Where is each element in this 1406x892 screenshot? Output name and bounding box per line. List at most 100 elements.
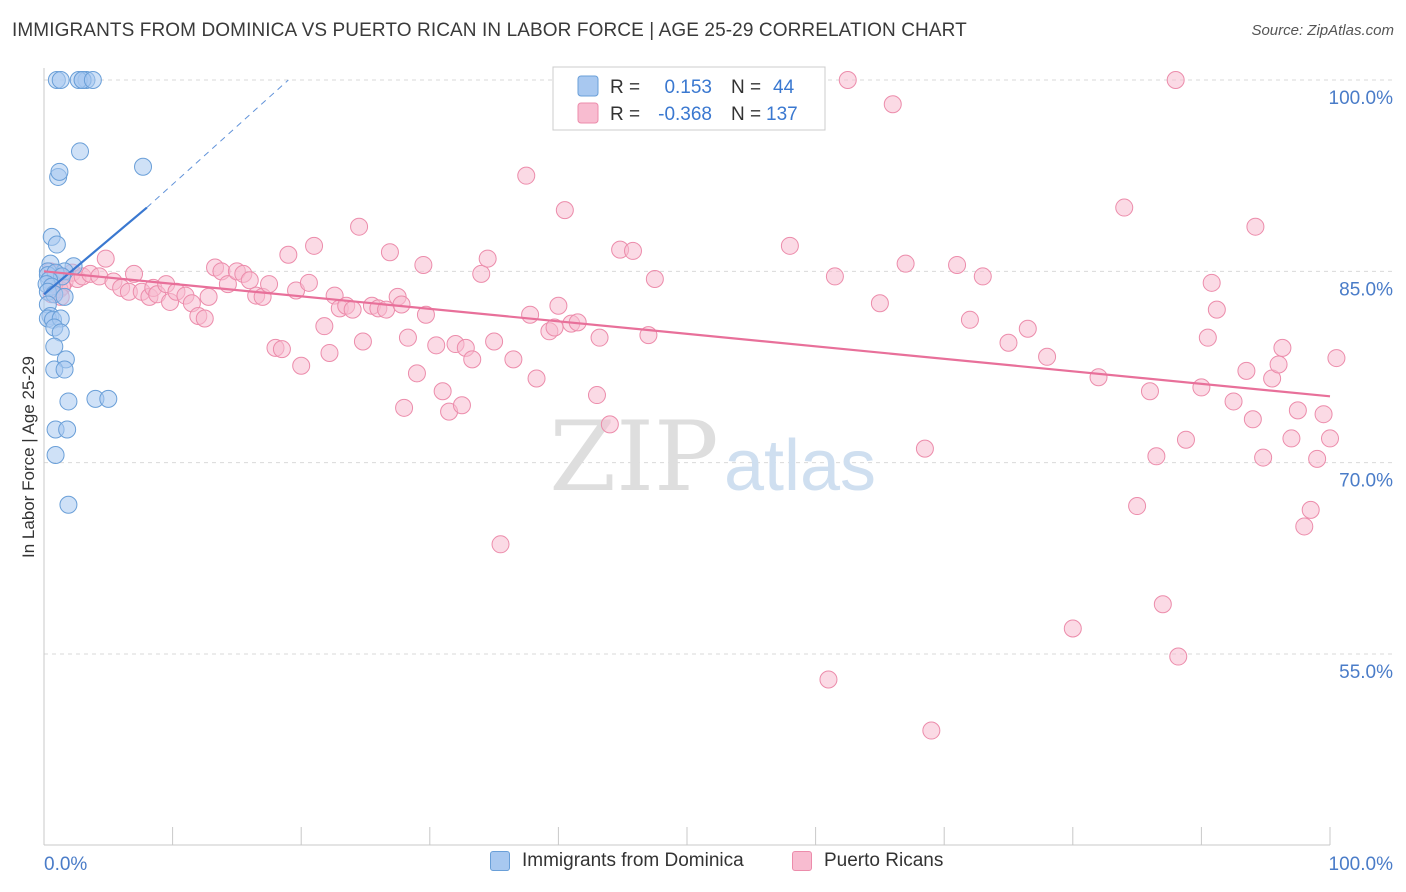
legend-r-value-blue: 0.153 — [664, 77, 712, 98]
puerto-rican-point-120 — [1166, 71, 1185, 89]
puerto-rican-point-101 — [838, 71, 857, 89]
dominica-point-7 — [71, 142, 90, 161]
dominica-point-43 — [59, 495, 78, 514]
legend-r-label-blue: R = — [610, 77, 640, 98]
puerto-rican-point-72 — [463, 350, 482, 369]
legend-swatch-blue — [577, 75, 599, 97]
puerto-rican-point-135 — [1282, 429, 1301, 448]
dominica-point-25 — [55, 287, 74, 306]
puerto-rican-point-80 — [527, 369, 546, 388]
legend-n-label-pink: N = — [731, 104, 761, 125]
puerto-rican-point-134 — [1273, 338, 1292, 357]
puerto-rican-point-113 — [1063, 619, 1082, 638]
legend-label-dominica: Immigrants from Dominica — [522, 850, 744, 871]
puerto-rican-point-48 — [320, 343, 339, 362]
puerto-rican-point-76 — [491, 535, 510, 554]
puerto-rican-point-30 — [199, 287, 218, 306]
dominica-point-1 — [51, 71, 70, 89]
puerto-rican-point-104 — [896, 254, 915, 273]
puerto-rican-point-67 — [433, 382, 452, 401]
source-label: Source: ZipAtlas.com — [1251, 22, 1394, 39]
legend-label-puerto-ricans: Puerto Ricans — [824, 850, 944, 871]
dominica-point-36 — [55, 360, 74, 379]
puerto-rican-point-142 — [1327, 349, 1346, 368]
puerto-rican-point-14 — [96, 249, 115, 268]
puerto-rican-point-66 — [427, 336, 446, 355]
axes — [43, 68, 1331, 846]
correlation-legend: R = 0.153 N = 44 R = -0.368 N = 137 — [552, 66, 826, 131]
puerto-rican-point-91 — [623, 241, 642, 260]
dominica-point-9 — [50, 162, 69, 181]
puerto-rican-point-89 — [600, 415, 619, 434]
puerto-rican-point-47 — [315, 317, 334, 336]
dominica-point-42 — [46, 446, 65, 465]
puerto-rican-point-137 — [1295, 517, 1314, 536]
puerto-rican-point-100 — [825, 267, 844, 286]
puerto-rican-point-141 — [1321, 429, 1339, 448]
puerto-rican-point-118 — [1147, 447, 1166, 466]
legend-item-dominica: Immigrants from Dominica — [490, 850, 744, 872]
legend-swatch-dominica — [490, 851, 510, 871]
y-axis-label: In Labor Force | Age 25-29 — [19, 356, 38, 558]
puerto-rican-point-65 — [416, 305, 435, 324]
puerto-rican-point-63 — [407, 364, 426, 383]
puerto-rican-point-109 — [973, 267, 992, 286]
puerto-rican-point-103 — [883, 95, 902, 114]
puerto-rican-point-36 — [240, 271, 259, 290]
puerto-rican-point-62 — [398, 328, 417, 347]
trend-line-dominica-extension — [146, 79, 289, 208]
puerto-rican-point-127 — [1224, 392, 1243, 411]
series-legend: Immigrants from Dominica Puerto Ricans — [0, 850, 1406, 880]
y-tick-label-1: 70.0% — [1339, 471, 1393, 492]
puerto-rican-point-129 — [1243, 410, 1262, 429]
legend-n-value-blue: 44 — [773, 77, 795, 98]
puerto-rican-point-105 — [915, 439, 934, 458]
puerto-rican-point-53 — [350, 217, 369, 236]
trend-lines — [43, 79, 1331, 398]
puerto-rican-point-41 — [272, 340, 291, 359]
puerto-rican-point-79 — [521, 305, 540, 324]
puerto-rican-point-124 — [1198, 328, 1217, 347]
puerto-rican-point-77 — [504, 350, 523, 369]
puerto-rican-point-115 — [1115, 198, 1134, 217]
puerto-rican-point-87 — [587, 386, 606, 405]
x-tick-label-0: 0.0% — [44, 854, 87, 875]
puerto-rican-point-107 — [948, 255, 967, 274]
puerto-rican-point-75 — [485, 332, 504, 351]
puerto-rican-point-140 — [1314, 405, 1333, 424]
puerto-rican-point-122 — [1176, 430, 1195, 449]
puerto-rican-point-131 — [1254, 448, 1273, 467]
puerto-rican-point-88 — [590, 328, 609, 347]
legend-swatch-pink — [577, 102, 599, 124]
y-tick-labels: 55.0% 70.0% 85.0% 100.0% — [1329, 88, 1394, 683]
dominica-point-6 — [83, 71, 102, 89]
puerto-rican-point-123 — [1192, 378, 1211, 397]
dominica-point-37 — [59, 392, 78, 411]
dominica-point-41 — [58, 420, 77, 439]
puerto-rican-point-117 — [1140, 382, 1159, 401]
y-tick-label-3: 100.0% — [1329, 88, 1394, 109]
puerto-rican-point-119 — [1153, 595, 1172, 614]
puerto-rican-point-45 — [299, 273, 318, 292]
puerto-rican-point-29 — [195, 309, 214, 328]
puerto-rican-point-126 — [1207, 300, 1226, 319]
legend-swatch-puerto-ricans — [792, 851, 812, 871]
trend-line-puerto-ricans — [43, 270, 1331, 398]
puerto-rican-point-58 — [380, 243, 399, 262]
legend-r-value-pink: -0.368 — [658, 104, 712, 125]
puerto-rican-point-133 — [1269, 355, 1288, 374]
dominica-point-12 — [47, 235, 66, 254]
trend-line-dominica — [43, 206, 148, 296]
puerto-rican-point-99 — [819, 670, 838, 689]
puerto-rican-point-136 — [1288, 401, 1307, 420]
y-tick-label-2: 85.0% — [1339, 279, 1393, 300]
legend-n-label-blue: N = — [731, 77, 761, 98]
puerto-rican-point-108 — [960, 310, 979, 329]
puerto-rican-point-111 — [1018, 319, 1037, 338]
puerto-rican-point-114 — [1089, 368, 1108, 387]
x-tick-label-1: 100.0% — [1329, 854, 1394, 875]
puerto-rican-point-106 — [922, 721, 941, 740]
puerto-rican-point-54 — [353, 332, 372, 351]
puerto-rican-point-44 — [292, 356, 311, 375]
